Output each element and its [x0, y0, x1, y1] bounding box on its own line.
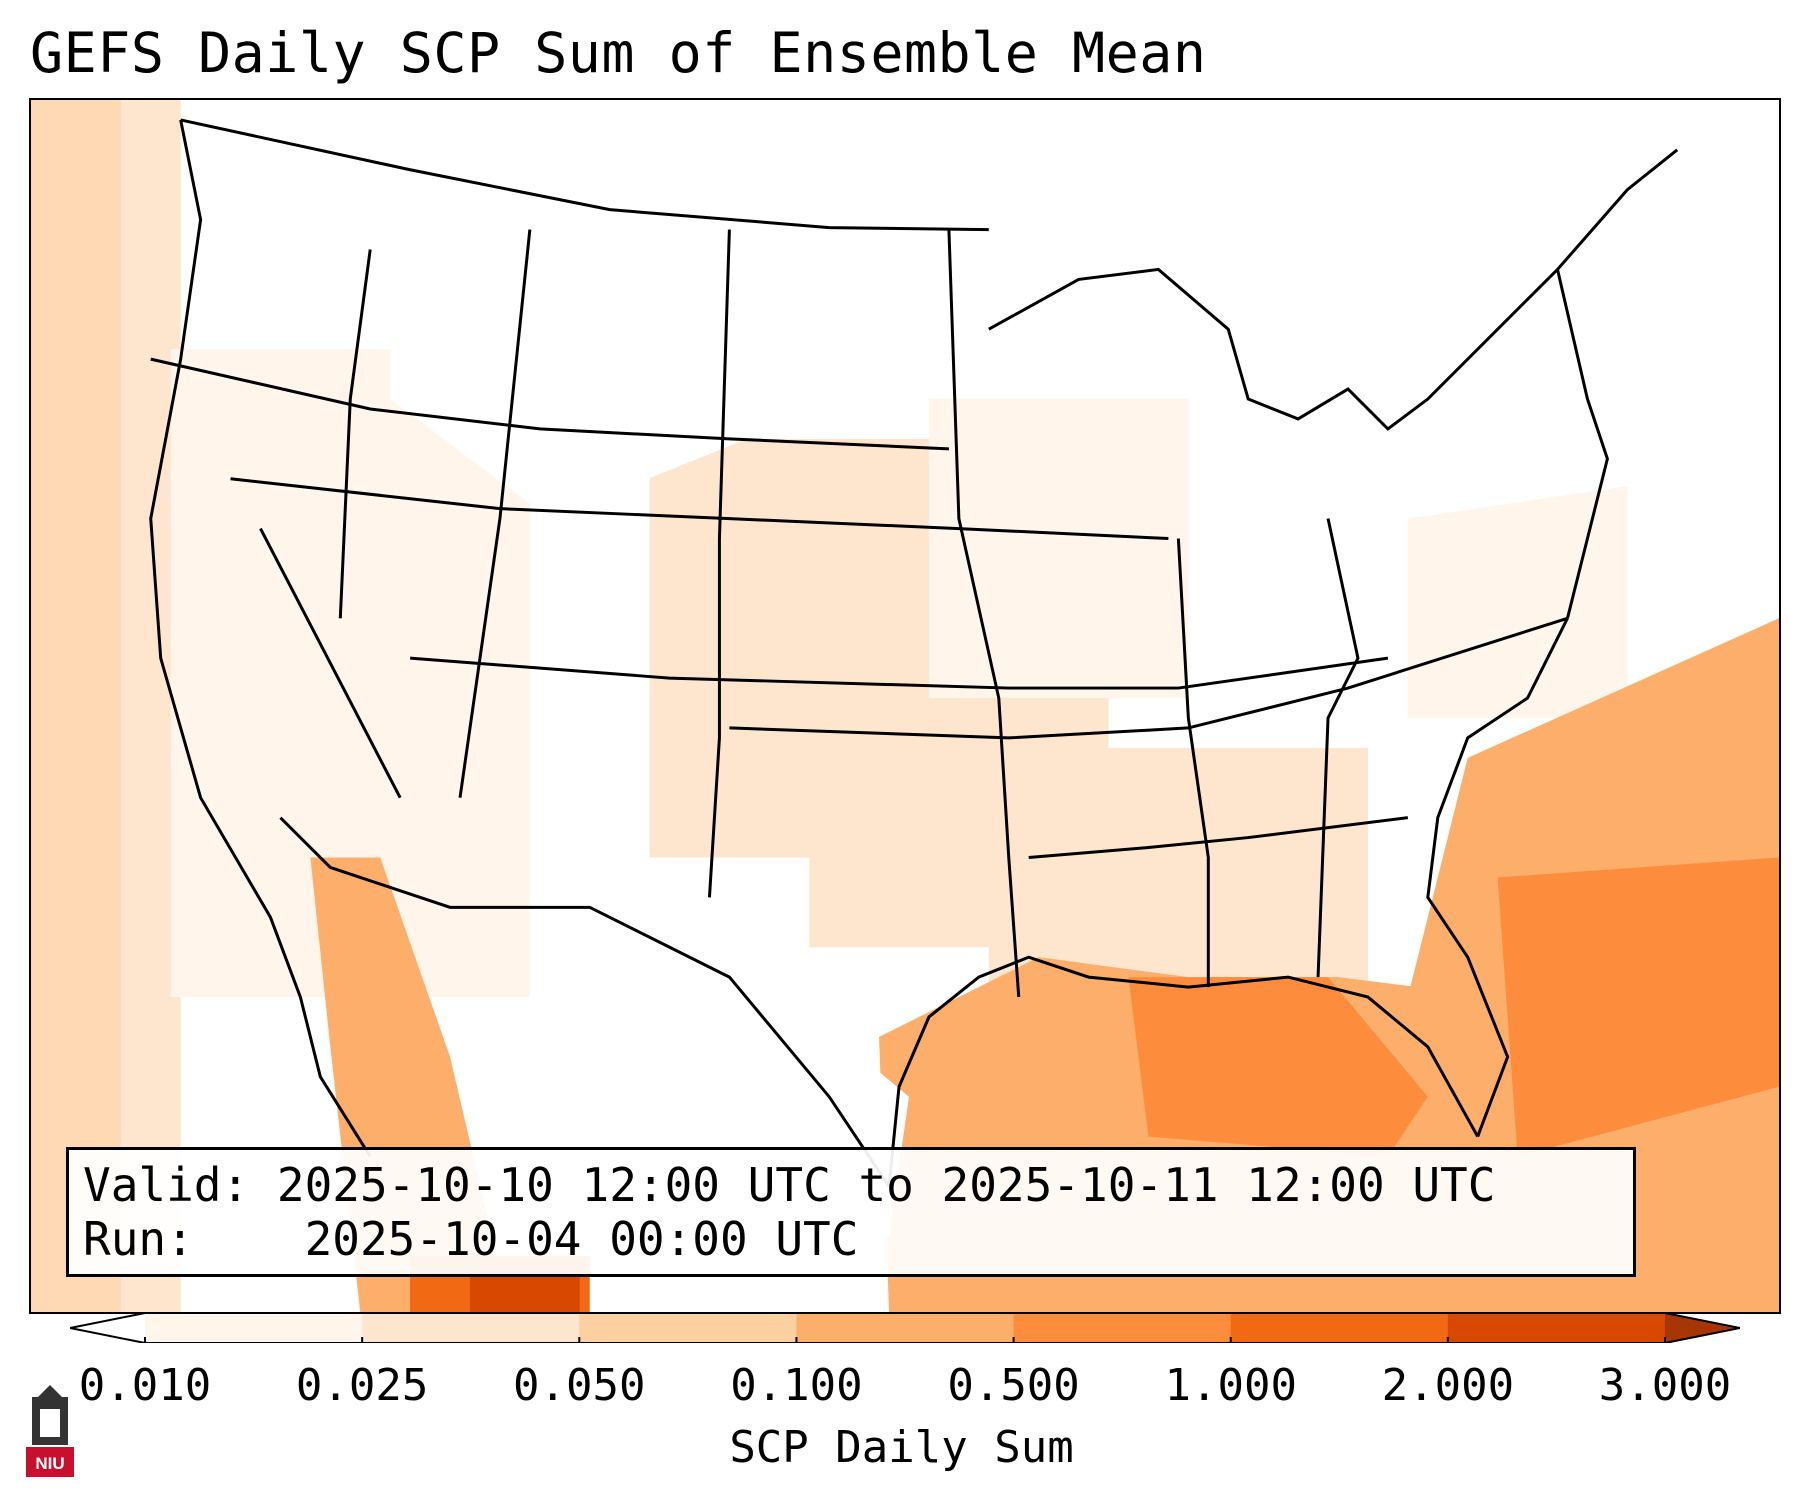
logo-badge	[26, 1447, 74, 1477]
colorbar-tick-label: 0.500	[947, 1360, 1080, 1411]
colorbar-tick-label: 1.000	[1164, 1360, 1297, 1411]
canada-border	[180, 118, 989, 232]
colorbar-label: SCP Daily Sum	[729, 1422, 1074, 1473]
state-grid-v2	[458, 229, 532, 798]
page-title: GEFS Daily SCP Sum of Ensemble Mean	[30, 21, 1207, 85]
shade-atlantic-core	[1497, 857, 1779, 1157]
run-label: Run:	[83, 1212, 194, 1266]
colorbar	[70, 1313, 1740, 1343]
colorbar-segment	[1447, 1313, 1666, 1343]
coastline-west	[149, 119, 372, 1158]
atlantic-coast	[1426, 617, 1569, 1138]
northeast-coast	[1556, 148, 1679, 619]
logo-windows	[40, 1409, 60, 1437]
colorbar-segment	[1230, 1313, 1449, 1343]
valid-run-info-box: Valid: 2025-10-10 12:00 UTC to 2025-10-1…	[66, 1147, 1636, 1277]
state-boundaries-layer	[149, 118, 1679, 1188]
colorbar-segment	[362, 1313, 580, 1343]
colorbar-segment	[145, 1313, 363, 1343]
niu-logo: NIU	[26, 1385, 74, 1477]
state-grid-v1	[338, 249, 372, 619]
run-time: 2025-10-04 00:00 UTC	[304, 1212, 859, 1266]
shade-gulf-core	[1128, 977, 1428, 1157]
shade-west-ocean-light	[31, 100, 121, 1312]
colorbar-tick-label: 0.025	[295, 1360, 429, 1411]
colorbar-tick-label: 3.000	[1598, 1360, 1732, 1411]
state-grid-v3	[707, 229, 731, 898]
colorbar-tick-label: 2.000	[1381, 1360, 1515, 1411]
shade-northern-rockies-min	[390, 100, 969, 519]
shade-northeast-min	[1328, 169, 1678, 519]
valid-label: Valid:	[83, 1158, 250, 1212]
great-lakes-outline	[988, 267, 1559, 431]
colorbar-extend-low	[70, 1313, 145, 1343]
state-grid-v6	[1316, 518, 1360, 978]
logo-text: NIU	[35, 1454, 64, 1473]
state-grid-v4	[947, 229, 1021, 998]
state-grid-diag-nevada	[259, 527, 402, 799]
mexico-border	[279, 816, 891, 1188]
colorbar-segment	[579, 1313, 797, 1343]
colorbar-tick-label: 0.100	[730, 1360, 863, 1411]
colorbar-tick-label: 0.010	[78, 1360, 212, 1411]
colorbar-segment	[1013, 1313, 1232, 1343]
shade-mexico-max	[469, 1276, 580, 1312]
valid-time-range: 2025-10-10 12:00 UTC to 2025-10-11 12:00…	[276, 1158, 1496, 1212]
state-grid-h3	[410, 656, 1389, 690]
state-grid-h1	[150, 357, 949, 451]
gulf-coast	[887, 955, 1479, 1187]
state-grid-h5	[1028, 816, 1409, 859]
shade-midwest	[928, 399, 1189, 699]
colorbar-segment	[796, 1313, 1015, 1343]
map-canvas	[31, 100, 1779, 1312]
colorbar-extend-high	[1665, 1313, 1740, 1343]
colorbar-tick-labels: 0.010 0.025 0.050 0.100 0.500 1.000 2.000 3.000	[0, 1358, 1803, 1418]
state-grid-h2	[230, 477, 1169, 541]
map-panel	[29, 98, 1781, 1314]
state-grid-v5	[1176, 538, 1210, 988]
colorbar-tick-label: 0.050	[513, 1360, 646, 1411]
